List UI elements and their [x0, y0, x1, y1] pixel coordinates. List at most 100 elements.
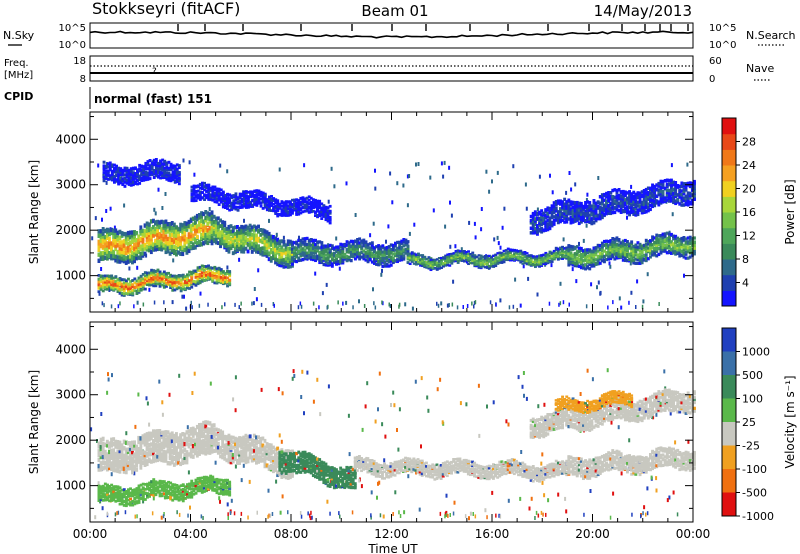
echo-pixel [562, 237, 565, 242]
echo-pixel [193, 245, 197, 250]
echo-pixel [642, 299, 645, 304]
echo-pixel [206, 221, 210, 226]
echo-pixel [536, 263, 539, 266]
echo-pixel [150, 273, 154, 277]
echo-pixel [626, 248, 629, 253]
echo-pixel [471, 301, 473, 306]
echo-pixel [227, 230, 231, 234]
echo-pixel [143, 281, 147, 285]
echo-pixel [101, 256, 105, 261]
echo-pixel [259, 204, 263, 208]
echo-pixel [229, 229, 233, 234]
echo-pixel [236, 225, 239, 229]
echo-pixel [653, 188, 657, 193]
echo-pixel [164, 227, 168, 232]
echo-pixel [558, 302, 560, 307]
echo-pixel [221, 277, 225, 281]
echo-pixel [157, 167, 160, 171]
echo-pixel [343, 255, 347, 260]
echo-pixel [421, 254, 425, 257]
echo-pixel [183, 287, 187, 291]
echo-pixel [354, 247, 357, 251]
echo-pixel [674, 194, 678, 199]
echo-pixel [170, 232, 174, 238]
echo-pixel [458, 256, 462, 260]
echo-pixel [542, 257, 546, 260]
echo-pixel [642, 257, 646, 261]
echo-pixel [375, 259, 378, 263]
echo-pixel [374, 305, 377, 310]
echo-pixel [238, 230, 241, 235]
echo-pixel [554, 203, 558, 207]
echo-pixel [115, 167, 118, 171]
echo-pixel [147, 237, 151, 242]
echo-pixel [192, 184, 196, 188]
echo-pixel [158, 245, 162, 250]
echo-pixel [427, 262, 431, 266]
echo-pixel [590, 255, 594, 259]
echo-pixel [615, 256, 619, 260]
echo-pixel [244, 201, 248, 205]
date-title: 14/May/2013 [594, 2, 692, 20]
echo-pixel [97, 252, 101, 257]
echo-pixel [607, 198, 611, 203]
noise-search-spikes [177, 24, 689, 31]
echo-pixel [389, 171, 392, 176]
echo-pixel [278, 202, 282, 206]
echo-pixel [429, 261, 433, 264]
echo-pixel [578, 241, 580, 246]
echo-pixel [630, 290, 633, 295]
echo-pixel [394, 253, 397, 258]
echo-pixel [322, 206, 326, 210]
echo-pixel [224, 199, 227, 202]
echo-pixel [467, 252, 470, 256]
echo-pixel [221, 197, 225, 200]
echo-pixel [221, 236, 225, 241]
echo-pixel [676, 193, 680, 197]
echo-pixel [499, 245, 502, 250]
echo-pixel [561, 257, 564, 260]
echo-pixel [150, 167, 154, 171]
echo-pixel [617, 250, 621, 254]
echo-pixel [642, 202, 646, 207]
echo-pixel [663, 244, 667, 248]
echo-pixel [680, 203, 684, 207]
echo-pixel [638, 258, 642, 263]
echo-pixel [417, 257, 420, 261]
echo-pixel [303, 244, 307, 248]
echo-pixel [474, 235, 477, 240]
echo-pixel [335, 257, 338, 261]
echo-pixel [433, 259, 437, 262]
echo-pixel [646, 242, 650, 246]
echo-pixel [686, 236, 690, 240]
echo-pixel [473, 254, 477, 257]
echo-pixel [301, 258, 305, 262]
echo-pixel [236, 240, 239, 245]
echo-pixel [621, 242, 625, 246]
echo-pixel [133, 238, 136, 243]
echo-pixel [490, 262, 493, 265]
echo-pixel [554, 214, 558, 218]
echo-pixel [105, 245, 109, 251]
echo-pixel [156, 237, 160, 243]
echo-pixel [206, 211, 210, 216]
echo-pixel [119, 179, 123, 183]
echo-pixel [131, 177, 135, 181]
echo-pixel [508, 259, 512, 262]
echo-pixel [496, 260, 500, 263]
echo-pixel [131, 260, 134, 265]
echo-pixel [238, 305, 240, 310]
echo-pixel [446, 261, 450, 264]
echo-pixel [672, 247, 675, 251]
echo-pixel [584, 209, 587, 214]
echo-pixel [232, 199, 236, 203]
echo-pixel [615, 238, 619, 242]
echo-pixel [255, 233, 258, 238]
echo-pixel [582, 266, 585, 270]
echo-pixel [219, 241, 222, 246]
echo-pixel [135, 231, 139, 236]
echo-pixel [339, 256, 343, 260]
echo-pixel [244, 224, 248, 229]
echo-pixel [456, 259, 460, 263]
echo-pixel [473, 258, 477, 262]
